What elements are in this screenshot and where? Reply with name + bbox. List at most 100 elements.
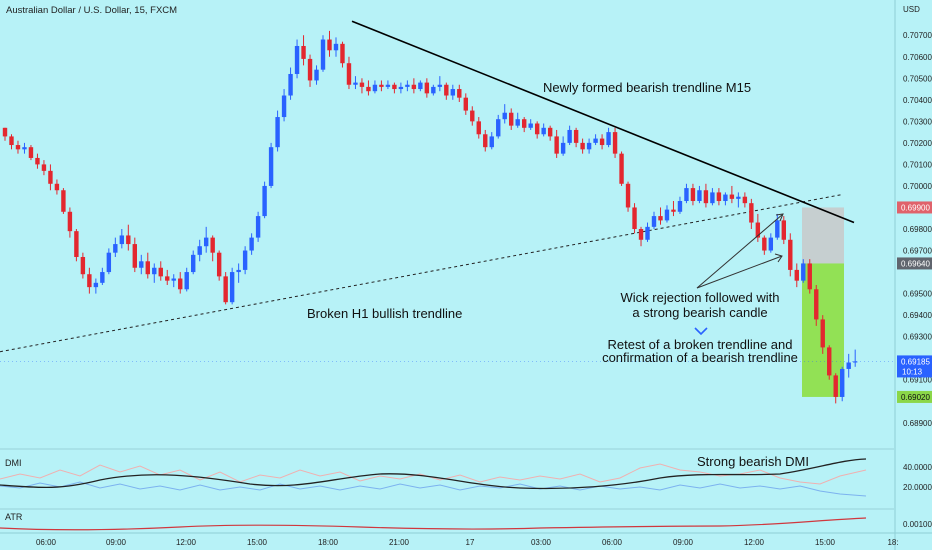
h1-bullish-trendline[interactable]: [0, 194, 843, 353]
time-tick-label: 06:00: [602, 538, 623, 547]
candle-body: [710, 192, 715, 204]
candle-body: [405, 84, 410, 87]
price-tick-label: 0.69100: [903, 376, 932, 385]
retest-note-line2: confirmation of a bearish trendline: [602, 350, 798, 365]
candle-body: [113, 244, 118, 253]
candle-body: [54, 183, 60, 191]
time-axis[interactable]: 06:00 09:00 12:00 15:00 18:00 21:00 17 03:00 06:…: [36, 538, 899, 547]
dmi-label: DMI: [5, 458, 22, 468]
candle-body: [586, 142, 592, 150]
candle-body: [314, 69, 319, 81]
candle-body: [671, 209, 676, 212]
badge-last-countdown: 10:13: [902, 367, 923, 376]
candle-body: [645, 226, 650, 240]
candle-body: [74, 231, 79, 257]
candle-body: [346, 63, 352, 85]
candle-body: [470, 110, 475, 122]
stop-loss-zone[interactable]: [802, 207, 844, 264]
candle-body: [93, 282, 99, 288]
time-tick-label: 09:00: [673, 538, 694, 547]
candle-body: [463, 97, 468, 111]
candle-body: [658, 216, 663, 221]
candle-body: [755, 222, 761, 238]
time-tick-label: 18:: [887, 538, 898, 547]
candle-body: [379, 84, 384, 87]
candle-body: [236, 269, 241, 273]
candle-body: [366, 86, 371, 92]
candle-body: [398, 86, 404, 90]
candle-body: [152, 267, 157, 275]
candle-body: [288, 73, 293, 96]
candle-body: [833, 375, 838, 397]
candle-body: [723, 194, 728, 202]
candle-body: [216, 252, 222, 277]
candle-body: [249, 237, 254, 251]
candle-body: [385, 84, 391, 87]
time-tick-label: 06:00: [36, 538, 57, 547]
candle-body: [852, 361, 858, 363]
candle-body: [184, 272, 189, 290]
price-axis[interactable]: 0.70700 0.70600 0.70500 0.70400 0.70300 0.702…: [903, 31, 932, 428]
candle-body: [145, 261, 150, 275]
candle-body: [158, 267, 163, 277]
candle-body: [560, 142, 566, 154]
time-tick-label: 12:00: [744, 538, 765, 547]
time-tick-label: 21:00: [389, 538, 410, 547]
candle-body: [651, 216, 657, 227]
candle-body: [327, 39, 332, 51]
candle-body: [294, 45, 300, 74]
candle-body: [814, 289, 819, 320]
candle-body: [139, 261, 144, 268]
candle-body: [229, 272, 235, 303]
candle-body: [132, 244, 137, 268]
price-tick-label: 0.69500: [903, 290, 932, 299]
candle-body: [632, 207, 637, 229]
dmi-tick-40: 40.0000: [903, 463, 932, 472]
candle-body: [80, 256, 86, 275]
candle-body: [567, 129, 572, 143]
chevron-down-icon: [694, 327, 708, 336]
candle-body: [742, 196, 748, 204]
m15-bearish-trendline[interactable]: [351, 20, 855, 224]
candle-body: [638, 229, 644, 240]
candle-body: [599, 138, 605, 146]
candle-body: [255, 216, 261, 238]
badge-target: 0.69020: [897, 390, 932, 403]
candle-body: [171, 278, 176, 281]
candle-body: [262, 185, 267, 217]
candle-body: [431, 86, 436, 94]
price-tick-label: 0.68900: [903, 419, 932, 428]
candle-body: [534, 123, 540, 135]
candle-body: [340, 43, 345, 64]
candle-body: [333, 43, 339, 51]
candle-body: [301, 45, 306, 59]
candle-body: [489, 136, 494, 148]
candle-body: [35, 157, 40, 165]
candle-body: [483, 134, 488, 148]
candle-body: [281, 95, 287, 118]
badge-stop: 0.69900: [897, 201, 932, 214]
candle-body: [541, 127, 546, 135]
price-tick-label: 0.70500: [903, 74, 932, 83]
candle-body: [28, 147, 34, 158]
candle-body: [307, 58, 313, 81]
candle-body: [61, 190, 66, 212]
badge-stop-value: 0.69900: [901, 203, 930, 212]
badge-target-value: 0.69020: [901, 393, 930, 402]
candlestick-series: [2, 30, 858, 404]
wick-note-line2: a strong bearish candle: [632, 305, 767, 320]
badge-entry-value: 0.69640: [901, 259, 930, 268]
candle-body: [437, 84, 443, 87]
price-tick-label: 0.70700: [903, 31, 932, 40]
candle-body: [522, 119, 527, 128]
candle-body: [716, 192, 722, 202]
candle-body: [242, 250, 248, 270]
candle-body: [781, 220, 786, 240]
candle-body: [775, 220, 780, 238]
time-tick-label: 12:00: [176, 538, 197, 547]
candle-body: [749, 203, 754, 223]
candle-body: [191, 254, 196, 273]
time-tick-label: 15:00: [815, 538, 836, 547]
